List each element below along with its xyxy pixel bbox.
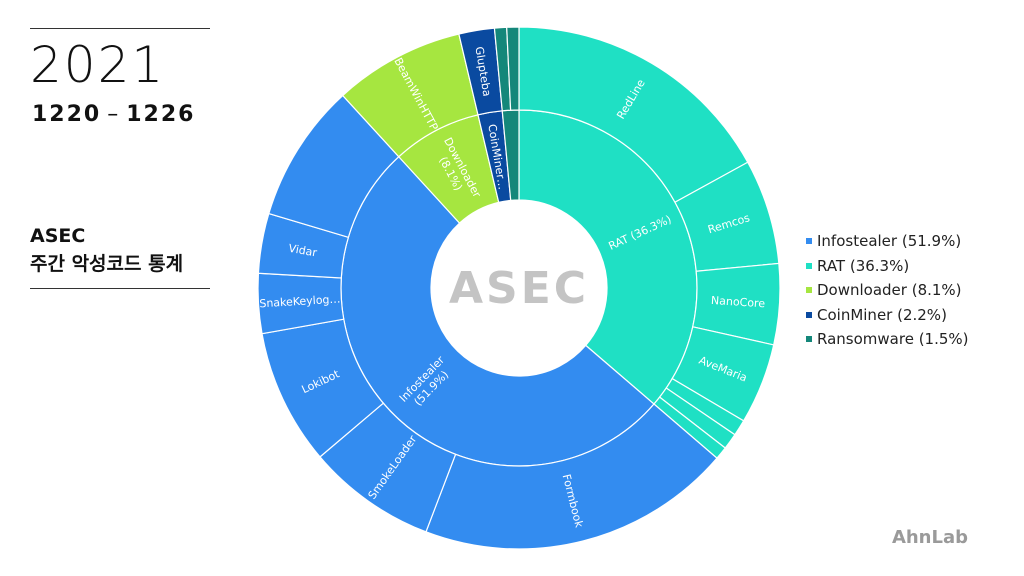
legend-label-ransomware: Ransomware (1.5%): [817, 330, 969, 349]
legend-item-coinminer: CoinMiner (2.2%): [806, 303, 969, 328]
year-heading: 2021: [30, 36, 166, 94]
legend-label-coinminer: CoinMiner (2.2%): [817, 305, 947, 324]
date-separator: –: [107, 102, 121, 127]
date-from: 1220: [32, 102, 102, 127]
legend-swatch-ransomware: [806, 336, 812, 343]
legend-swatch-rat: [806, 262, 812, 269]
bottom-rule: [30, 288, 210, 289]
outer-label-snakekeylog: SnakeKeylog…: [259, 293, 341, 311]
legend-item-ransomware: Ransomware (1.5%): [806, 327, 969, 352]
subtitle-line-2: 주간 악성코드 통계: [30, 253, 184, 275]
legend-swatch-downloader: [806, 287, 812, 294]
ahnlab-logo: AhnLab: [891, 527, 968, 548]
legend-swatch-infostealer: [806, 238, 812, 245]
center-asec-logo: ASEC: [449, 263, 589, 314]
legend-item-infostealer: Infostealer (51.9%): [806, 229, 969, 254]
legend-item-downloader: Downloader (8.1%): [806, 278, 969, 303]
outer-label-nanocore: NanoCore: [711, 294, 766, 310]
date-to: 1226: [126, 102, 196, 127]
legend-label-rat: RAT (36.3%): [817, 256, 910, 275]
legend-swatch-coinminer: [806, 311, 812, 318]
chart-legend: Infostealer (51.9%) RAT (36.3%) Downloader…: [806, 229, 969, 352]
legend-item-rat: RAT (36.3%): [806, 254, 969, 279]
top-rule: [30, 28, 210, 29]
subtitle-line-1: ASEC: [30, 225, 86, 247]
outer-label-vidar: Vidar: [288, 242, 319, 260]
legend-label-downloader: Downloader (8.1%): [817, 281, 962, 300]
report-subtitle: ASEC 주간 악성코드 통계: [30, 222, 183, 278]
outer-segment-ransomware-16: [506, 26, 520, 111]
date-range: 1220–1226: [32, 102, 195, 127]
legend-label-infostealer: Infostealer (51.9%): [817, 232, 962, 251]
